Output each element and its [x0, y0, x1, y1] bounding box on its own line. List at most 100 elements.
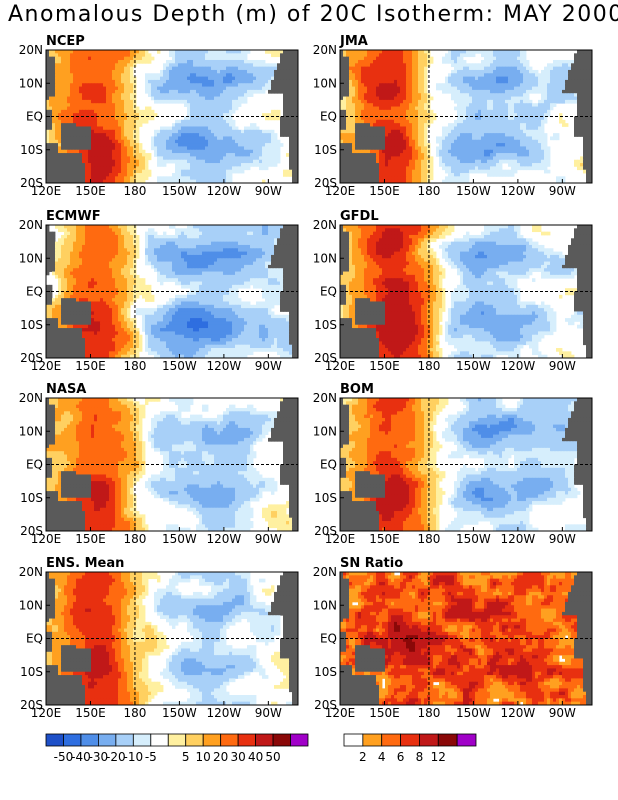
heatmap-cell: [478, 136, 482, 141]
heatmap-cell: [289, 159, 293, 164]
heatmap-cell: [379, 89, 383, 94]
heatmap-cell: [577, 76, 581, 81]
heatmap-cell: [76, 96, 80, 101]
heatmap-cell: [115, 109, 119, 114]
heatmap-cell: [115, 126, 119, 131]
heatmap-cell: [112, 73, 116, 78]
heatmap-cell: [178, 119, 182, 124]
heatmap-cell: [136, 149, 140, 154]
heatmap-cell: [481, 66, 485, 71]
heatmap-cell: [58, 116, 62, 121]
heatmap-cell: [409, 143, 413, 147]
heatmap-cell: [574, 133, 578, 137]
heatmap-cell: [283, 119, 287, 124]
heatmap-cell: [370, 136, 374, 141]
heatmap-cell: [475, 50, 479, 54]
heatmap-cell: [403, 69, 407, 74]
heatmap-cell: [190, 156, 194, 161]
heatmap-cell: [61, 106, 65, 111]
heatmap-cell: [100, 109, 104, 114]
heatmap-cell: [115, 166, 119, 171]
heatmap-cell: [355, 83, 359, 87]
heatmap-cell: [64, 146, 68, 151]
heatmap-cell: [187, 163, 191, 167]
heatmap-cell: [94, 143, 98, 147]
heatmap-cell: [400, 63, 404, 68]
heatmap-cell: [256, 126, 260, 131]
heatmap-cell: [217, 173, 221, 177]
heatmap-cell: [148, 73, 152, 78]
heatmap-cell: [214, 96, 218, 101]
heatmap-cell: [484, 119, 488, 124]
heatmap-cell: [133, 86, 137, 91]
heatmap-cell: [379, 69, 383, 74]
heatmap-cell: [496, 103, 500, 107]
heatmap-cell: [403, 76, 407, 81]
heatmap-cell: [244, 93, 248, 97]
heatmap-cell: [130, 89, 134, 94]
heatmap-cell: [391, 143, 395, 147]
heatmap-cell: [103, 139, 107, 144]
heatmap-cell: [133, 176, 137, 181]
heatmap-cell: [433, 113, 437, 117]
heatmap-cell: [493, 79, 497, 84]
heatmap-cell: [343, 76, 347, 81]
heatmap-cell: [481, 53, 485, 58]
heatmap-cell: [217, 163, 221, 167]
heatmap-cell: [538, 136, 542, 141]
heatmap-cell: [127, 89, 131, 94]
heatmap-cell: [82, 176, 86, 181]
heatmap-cell: [196, 176, 200, 181]
heatmap-cell: [253, 156, 257, 161]
heatmap-cell: [163, 146, 167, 151]
heatmap-cell: [247, 83, 251, 87]
heatmap-cell: [463, 106, 467, 111]
heatmap-cell: [100, 126, 104, 131]
heatmap-cell: [514, 86, 518, 91]
heatmap-cell: [211, 179, 215, 183]
heatmap-cell: [187, 146, 191, 151]
heatmap-cell: [271, 159, 275, 164]
heatmap-cell: [469, 66, 473, 71]
heatmap-cell: [181, 83, 185, 87]
heatmap-cell: [388, 129, 392, 134]
heatmap-cell: [511, 66, 515, 71]
heatmap-cell: [370, 93, 374, 97]
heatmap-cell: [394, 89, 398, 94]
heatmap-cell: [517, 83, 521, 87]
heatmap-cell: [496, 53, 500, 58]
heatmap-cell: [190, 89, 194, 94]
heatmap-cell: [202, 96, 206, 101]
heatmap-cell: [220, 79, 224, 84]
heatmap-cell: [55, 113, 59, 117]
heatmap-cell: [340, 119, 344, 124]
heatmap-cell: [490, 119, 494, 124]
heatmap-cell: [211, 153, 215, 157]
heatmap-cell: [343, 63, 347, 68]
heatmap-cell: [157, 129, 161, 134]
heatmap-cell: [121, 106, 125, 111]
heatmap-cell: [574, 129, 578, 134]
heatmap-cell: [184, 163, 188, 167]
heatmap-cell: [115, 153, 119, 157]
heatmap-cell: [343, 103, 347, 107]
heatmap-cell: [178, 143, 182, 147]
heatmap-cell: [346, 143, 350, 147]
heatmap-cell: [424, 79, 428, 84]
heatmap-cell: [370, 89, 374, 94]
heatmap-cell: [181, 163, 185, 167]
heatmap-cell: [541, 103, 545, 107]
heatmap-cell: [238, 66, 242, 71]
heatmap-cell: [385, 56, 389, 61]
heatmap-cell: [76, 176, 80, 181]
heatmap-cell: [541, 129, 545, 134]
heatmap-cell: [295, 66, 298, 71]
heatmap-cell: [535, 136, 539, 141]
heatmap-cell: [403, 99, 407, 104]
heatmap-cell: [283, 63, 287, 68]
heatmap-cell: [469, 79, 473, 84]
heatmap-cell: [466, 53, 470, 58]
heatmap-cell: [517, 76, 521, 81]
heatmap-cell: [190, 73, 194, 78]
heatmap-cell: [379, 136, 383, 141]
